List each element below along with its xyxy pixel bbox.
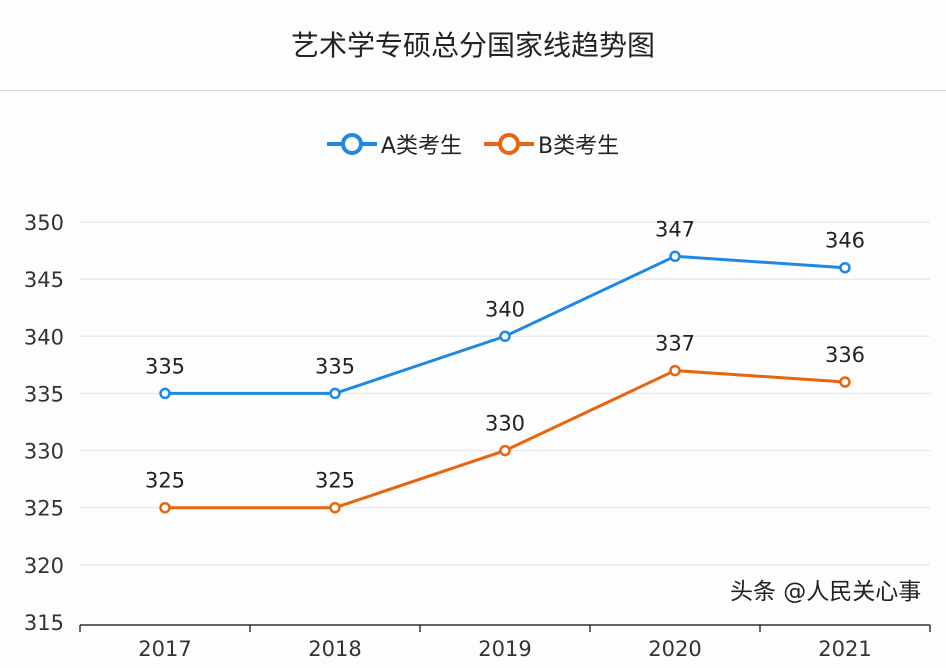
data-label: 325	[145, 469, 185, 493]
legend-marker-a-icon	[326, 133, 377, 155]
data-label: 337	[655, 332, 695, 356]
legend-label-b: B类考生	[537, 134, 620, 159]
data-label: 330	[485, 412, 525, 436]
x-tick-label: 2021	[818, 637, 871, 661]
data-label: 336	[825, 343, 865, 367]
data-point	[499, 330, 511, 343]
y-tick-label: 320	[24, 554, 64, 578]
y-tick-label: 335	[24, 382, 64, 406]
data-point	[669, 250, 681, 263]
data-label: 347	[655, 217, 695, 241]
y-tick-label: 345	[24, 268, 64, 292]
data-point	[159, 387, 171, 400]
data-point	[329, 501, 341, 514]
data-label: 346	[825, 229, 865, 253]
watermark: 头条 @人民关心事	[730, 579, 922, 605]
data-label: 335	[315, 354, 355, 378]
data-point	[839, 376, 851, 388]
series-line	[165, 369, 846, 510]
x-tick-label: 2018	[308, 637, 361, 661]
y-tick-label: 325	[24, 497, 64, 521]
y-tick-label: 330	[24, 440, 64, 464]
legend: A类考生 B类考生	[0, 128, 946, 160]
data-label: 335	[145, 354, 185, 378]
legend-label-a: A类考生	[380, 134, 462, 159]
legend-marker-b-icon	[483, 133, 534, 155]
y-tick-label: 315	[24, 611, 64, 635]
x-tick-label: 2017	[138, 637, 191, 661]
x-tick-label: 2020	[648, 637, 701, 661]
divider	[0, 90, 946, 91]
data-point	[669, 364, 681, 377]
data-label: 325	[315, 469, 355, 493]
legend-item-a[interactable]: A类考生	[326, 128, 462, 160]
y-tick-label: 350	[24, 211, 64, 235]
y-tick-label: 340	[24, 325, 64, 349]
legend-item-b[interactable]: B类考生	[483, 128, 620, 160]
data-point	[839, 261, 851, 274]
series-line	[165, 254, 846, 395]
chart-title: 艺术学专硕总分国家线趋势图	[290, 29, 655, 62]
data-point	[159, 501, 171, 514]
data-point	[499, 444, 511, 457]
x-tick-label: 2019	[478, 637, 531, 661]
data-label: 340	[485, 297, 525, 321]
data-point	[329, 387, 341, 400]
